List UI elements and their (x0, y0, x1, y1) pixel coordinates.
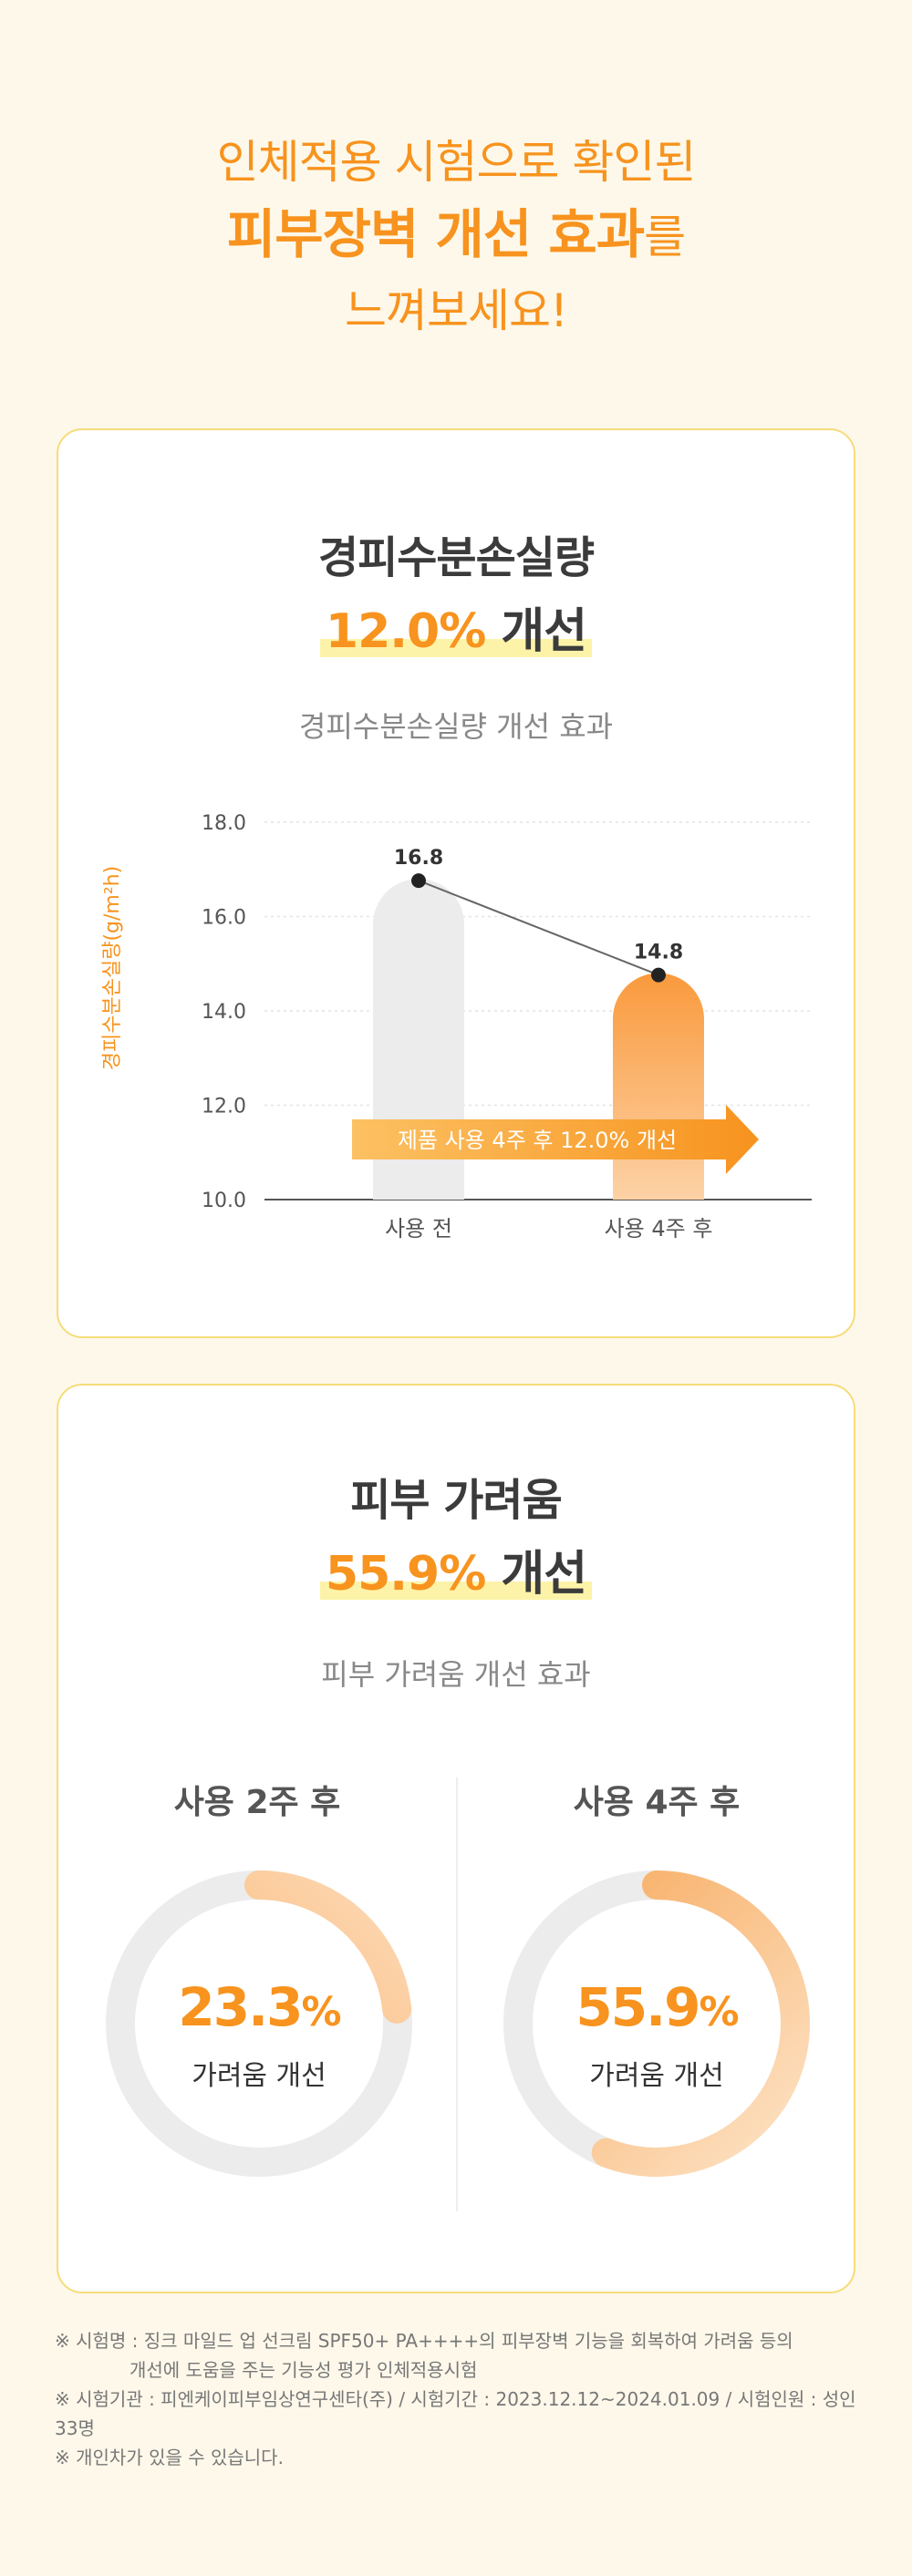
data-point (411, 873, 426, 889)
footnote-test-name: ※ 시험명 : 징크 마일드 업 선크림 SPF50+ PA++++의 피부장벽… (55, 2330, 793, 2352)
donut-week2-label: 가려움 개선 (192, 2060, 326, 2092)
donut-divider (456, 1777, 458, 2211)
itch-card-result: 55.9% 개선 (58, 1535, 854, 1603)
itch-card-title: 피부 가려움 (350, 1475, 563, 1526)
tewl-improvement-arrow: 제품 사용 4주 후 12.0% 개선 (352, 1105, 759, 1174)
tewl-card-subtitle: 경피수분손실량 개선 효과 (298, 709, 614, 744)
footnote-test-name-cont: 개선에 도움을 주는 기능성 평가 인체적용시험 (130, 2359, 478, 2381)
tewl-card-title: 경피수분손실량 (317, 532, 595, 583)
tewl-bar-chart: 10.0 12.0 14.0 16.0 18.0 16.8 14.8 사용 전 사용 4주 … (58, 795, 857, 1305)
data-label: 14.8 (634, 942, 683, 964)
tewl-arrow-label: 제품 사용 4주 후 12.0% 개선 (398, 1128, 677, 1153)
donut-week2-arc (106, 1870, 412, 2177)
hero-line-1: 인체적용 시험으로 확인된 (216, 136, 697, 189)
tewl-card-result: 12.0% 개선 (58, 592, 854, 661)
tewl-bar-chart-svg: 10.0 12.0 14.0 16.0 18.0 16.8 14.8 사용 전 사용 4주 … (101, 812, 812, 1242)
donut-right-title: 사용 4주 후 (573, 1784, 741, 1821)
y-tick-label: 18.0 (202, 812, 246, 835)
trend-line (418, 880, 659, 976)
footnote-disclaimer: ※ 개인차가 있을 수 있습니다. (55, 2447, 284, 2468)
donut-week4-arc (503, 1870, 810, 2177)
y-tick-label: 14.0 (202, 1001, 246, 1024)
tewl-result-pct: 12.0% (325, 604, 486, 659)
y-tick-label: 16.0 (202, 907, 246, 930)
tewl-card: 경피수분손실량 12.0% 개선 경피수분손실량 개선 효과 10.0 12.0 1… (57, 428, 855, 1338)
itch-card-subtitle: 피부 가려움 개선 효과 (321, 1657, 591, 1692)
itch-result-pct: 55.9% (325, 1547, 486, 1602)
bar-after (613, 973, 704, 1200)
itch-card: 피부 가려움 55.9% 개선 피부 가려움 개선 효과 사용 2주 후 사용 … (57, 1384, 855, 2293)
hero-headline: 인체적용 시험으로 확인된 피부장벽 개선 효과를 느껴보세요! (0, 128, 912, 347)
donut-week4-value: 55.9% (575, 1976, 739, 2038)
hero-line-2-bold: 피부장벽 개선 효과 (226, 203, 645, 265)
donut-week4: 55.9% 가려움 개선 (502, 1869, 812, 2179)
x-tick-label: 사용 4주 후 (605, 1216, 713, 1242)
y-tick-label: 12.0 (202, 1096, 246, 1118)
hero-line-2: 피부장벽 개선 효과를 (0, 197, 912, 274)
donut-left-title: 사용 2주 후 (173, 1784, 341, 1821)
data-point (651, 967, 666, 983)
hero-line-3: 느껴보세요! (344, 284, 568, 337)
donut-week2: 23.3% 가려움 개선 (104, 1869, 414, 2179)
footnote-test-org: ※ 시험기관 : 피엔케이피부임상연구센타(주) / 시험기간 : 2023.1… (55, 2388, 856, 2439)
donut-week4-label: 가려움 개선 (589, 2060, 724, 2092)
donut-week2-value: 23.3% (178, 1976, 341, 2038)
donut-week4-svg (503, 1870, 810, 2177)
x-tick-label: 사용 전 (385, 1216, 452, 1242)
tewl-result-word: 개선 (501, 604, 587, 659)
itch-result-word: 개선 (501, 1547, 587, 1602)
tewl-y-axis-label: 경피수분손실량(g/m²h) (101, 866, 124, 1070)
data-label: 16.8 (394, 847, 443, 870)
hero-line-2-tail: 를 (644, 211, 686, 263)
y-tick-label: 10.0 (202, 1190, 246, 1212)
footnotes: ※ 시험명 : 징크 마일드 업 선크림 SPF50+ PA++++의 피부장벽… (55, 2326, 876, 2472)
donut-week2-svg (106, 1870, 412, 2177)
